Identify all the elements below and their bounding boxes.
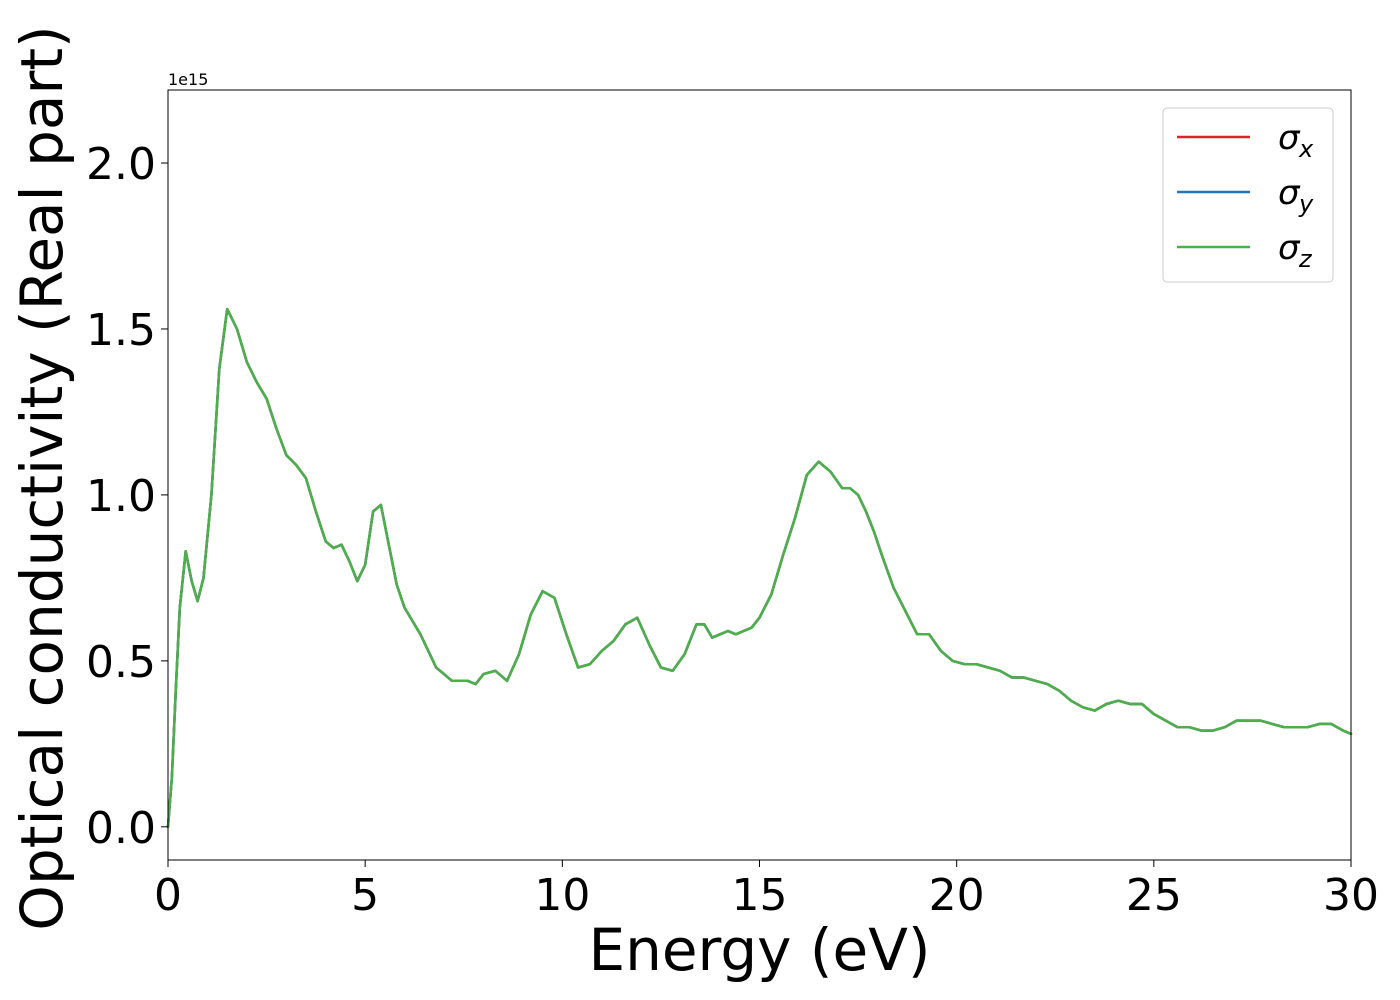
y-tick-label: 0.5	[86, 637, 156, 688]
x-tick-label: 25	[1126, 870, 1182, 921]
series-line-z	[166, 307, 1353, 829]
y-axis: 0.0 0.5 1.0 1.5 2.0	[86, 139, 168, 854]
x-axis-title: Energy (eV)	[588, 916, 930, 984]
y-tick-label: 1.5	[86, 305, 156, 356]
y-offset-label: 1e15	[168, 70, 208, 89]
y-tick-label: 2.0	[86, 139, 156, 190]
x-tick-label: 0	[154, 870, 182, 921]
y-tick-label: 1.0	[86, 471, 156, 522]
y-axis-title: Optical conductivity (Real part)	[8, 25, 76, 930]
legend-label-x: σ	[1278, 118, 1301, 158]
legend-subscript-x: x	[1298, 135, 1314, 163]
x-tick-label: 30	[1323, 870, 1379, 921]
x-tick-label: 5	[351, 870, 379, 921]
x-tick-label: 15	[732, 870, 788, 921]
legend-label-y: σ	[1278, 173, 1301, 213]
legend-box	[1162, 107, 1334, 283]
legend-entries: σ xσ yσ z	[1177, 118, 1314, 273]
x-tick-label: 20	[929, 870, 985, 921]
legend-subscript-y: y	[1298, 190, 1314, 218]
x-tick-label: 10	[534, 870, 590, 921]
series-layer	[166, 307, 1353, 829]
legend-subscript-z: z	[1298, 245, 1313, 273]
y-tick-label: 0.0	[86, 803, 156, 854]
legend: σ xσ yσ z	[1162, 107, 1334, 283]
legend-label-z: σ	[1278, 228, 1301, 268]
x-axis: 0 5 10 15 20 25 30	[154, 860, 1379, 921]
